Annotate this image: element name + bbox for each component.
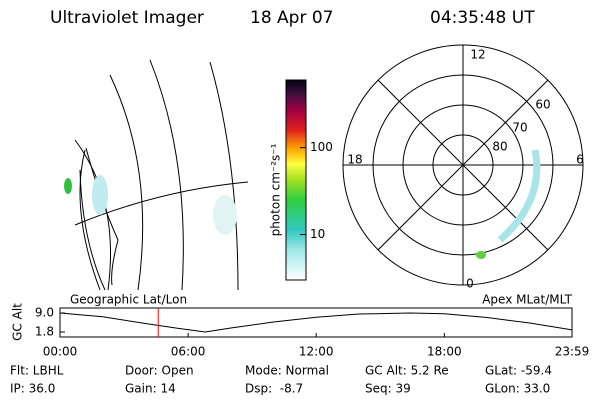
lat-label: 80	[492, 140, 507, 154]
colorbar-tick-label: 100	[310, 140, 333, 154]
colorbar-tick-label: 10	[310, 227, 325, 241]
mlt-label: 18	[347, 153, 362, 167]
status-field: Flt: LBHL	[10, 364, 64, 378]
status-field: Door: Open	[125, 364, 194, 378]
polar-label: Apex MLat/MLT	[482, 293, 572, 307]
status-field: Dsp: -8.7	[245, 382, 303, 396]
time: 04:35:48 UT	[430, 8, 535, 28]
series-line	[59, 312, 573, 333]
x-tick-label: 06:00	[171, 345, 206, 359]
title: Ultraviolet Imager	[50, 8, 204, 28]
status-field: Mode: Normal	[245, 364, 329, 378]
map-grid	[64, 59, 249, 291]
status-field: GLon: 33.0	[485, 382, 550, 396]
lat-label: 60	[535, 98, 550, 112]
status-field: IP: 36.0	[10, 382, 55, 396]
status-field: Seq: 39	[365, 382, 411, 396]
mlt-label: 6	[576, 153, 584, 167]
status-field: Gain: 14	[125, 382, 176, 396]
mlt-label: 12	[470, 48, 485, 62]
mlt-label: 0	[466, 277, 474, 291]
y-axis-label: GC Alt	[11, 303, 25, 341]
colorbar-label: photon cm⁻²s⁻¹	[269, 143, 283, 236]
status-field: GC Alt: 5.2 Re	[365, 364, 449, 378]
x-tick-label: 18:00	[427, 345, 462, 359]
y-tick-label: 1.8	[35, 325, 54, 339]
date: 18 Apr 07	[250, 8, 333, 28]
status-field: GLat: -59.4	[485, 364, 552, 378]
polar-grid	[342, 44, 584, 286]
x-tick-label: 23:59	[555, 345, 590, 359]
y-tick-label: 9.0	[35, 306, 54, 320]
map-label: Geographic Lat/Lon	[70, 293, 187, 307]
lat-label: 70	[512, 121, 527, 135]
colorbar	[285, 79, 307, 281]
x-tick-label: 12:00	[299, 345, 334, 359]
x-tick-label: 00:00	[43, 345, 78, 359]
